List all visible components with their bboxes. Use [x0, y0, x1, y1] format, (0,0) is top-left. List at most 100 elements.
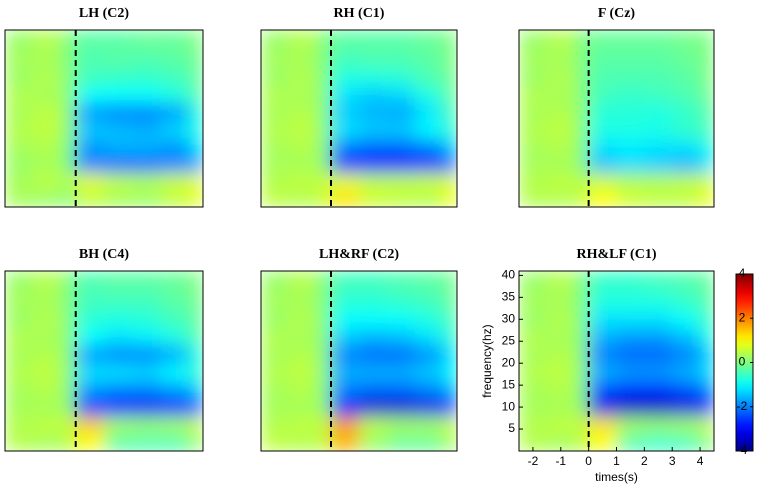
heatmap-cell — [616, 86, 645, 104]
heatmap-cell — [519, 103, 548, 122]
heatmap-cell — [387, 310, 416, 329]
plot-frame — [4, 270, 204, 452]
heatmap-cell — [188, 345, 203, 364]
heatmap-cell — [289, 433, 318, 451]
heatmap-cell — [588, 120, 617, 139]
heatmap-cell — [61, 310, 77, 329]
heatmap-cell — [415, 328, 444, 347]
heatmap-cell — [546, 120, 576, 139]
colorbar-tick-label: 0 — [739, 355, 746, 369]
y-tick-label: 20 — [502, 355, 516, 369]
heatmap-cell — [443, 51, 457, 70]
heatmap-cell — [132, 310, 162, 329]
heatmap-cell — [331, 86, 360, 104]
heatmap-cell — [519, 398, 548, 417]
heatmap-cell — [588, 398, 617, 417]
heatmap-cell — [672, 415, 701, 434]
x-tick-label: 0 — [585, 454, 592, 468]
heatmap-cell — [33, 292, 63, 312]
heatmap-cell — [317, 433, 332, 451]
heatmap-cell — [574, 51, 590, 70]
heatmap-cell — [387, 363, 416, 382]
heatmap-cell — [616, 363, 645, 382]
heatmap-cell — [33, 328, 63, 347]
heatmap-cell — [359, 345, 388, 364]
heatmap-cell — [574, 271, 590, 294]
heatmap-cell — [331, 328, 360, 347]
heatmap-cell — [33, 155, 63, 173]
heatmap-cell — [546, 328, 576, 347]
heatmap-cell — [415, 68, 444, 87]
heatmap-cell — [415, 189, 444, 207]
heatmap-cell — [331, 30, 360, 53]
heatmap-cell — [61, 172, 77, 191]
heatmap-cell — [616, 172, 645, 191]
heatmap-cell — [331, 68, 360, 87]
heatmap-cell — [160, 380, 190, 399]
heatmap-cell — [616, 155, 645, 173]
heatmap-cell — [359, 30, 388, 53]
heatmap-cell — [75, 271, 105, 294]
heatmap-cell — [644, 189, 673, 207]
heatmap-cell — [75, 328, 105, 347]
heatmap-cell — [188, 120, 203, 139]
heatmap-cell — [387, 415, 416, 434]
heatmap-cell — [75, 51, 105, 70]
heatmap-cell — [188, 51, 203, 70]
heatmap-cell — [317, 137, 332, 156]
heatmap-cell — [546, 51, 576, 70]
heatmap-cell — [188, 68, 203, 87]
heatmap-cell — [61, 292, 77, 312]
panel-title: F (Cz) — [598, 6, 636, 21]
heatmap-cell — [188, 310, 203, 329]
heatmap-cell — [33, 189, 63, 207]
heatmap-cell — [289, 51, 318, 70]
heatmap-cell — [519, 345, 548, 364]
heatmap-cell — [359, 415, 388, 434]
heatmap-cell — [317, 271, 332, 294]
heatmap-cell — [132, 415, 162, 434]
heatmap-cell — [261, 120, 290, 139]
heatmap-cell — [700, 398, 714, 417]
heatmap-cell — [61, 345, 77, 364]
heatmap-cell — [672, 271, 701, 294]
heatmap-cell — [616, 380, 645, 399]
heatmap-cell — [588, 380, 617, 399]
heatmap-cell — [574, 103, 590, 122]
heatmap-cell — [75, 433, 105, 451]
heatmap-cell — [331, 189, 360, 207]
heatmap-cell — [261, 292, 290, 312]
heatmap-cell — [644, 292, 673, 312]
heatmap-cell — [5, 398, 34, 417]
heatmap-cell — [574, 155, 590, 173]
panel-title: LH&RF (C2) — [319, 247, 399, 262]
heatmap-cell — [546, 415, 576, 434]
heatmap-cell — [672, 137, 701, 156]
heatmap-cell — [261, 30, 290, 53]
heatmap-cell — [331, 51, 360, 70]
heatmap-cell — [104, 345, 133, 364]
heatmap-cell — [700, 189, 714, 207]
heatmap-cell — [132, 51, 162, 70]
heatmap-cell — [574, 120, 590, 139]
heatmap-cell — [188, 380, 203, 399]
heatmap-cell — [5, 271, 34, 294]
heatmap-cell — [387, 433, 416, 451]
heatmap-cell — [387, 380, 416, 399]
heatmap-cell — [574, 433, 590, 451]
heatmap-cell — [132, 155, 162, 173]
heatmap-cell — [415, 363, 444, 382]
heatmap-cell — [519, 86, 548, 104]
heatmap-cell — [317, 86, 332, 104]
heatmap-cell — [33, 433, 63, 451]
heatmap-cell — [75, 103, 105, 122]
heatmap-cell — [588, 86, 617, 104]
heatmap-cell — [33, 310, 63, 329]
heatmap-cell — [75, 30, 105, 53]
heatmap-cell — [261, 137, 290, 156]
heatmap-cell — [261, 433, 290, 451]
heatmap-cell — [644, 30, 673, 53]
heatmap-cell — [5, 68, 34, 87]
heatmap-cell — [33, 120, 63, 139]
heatmap-cell — [104, 86, 133, 104]
